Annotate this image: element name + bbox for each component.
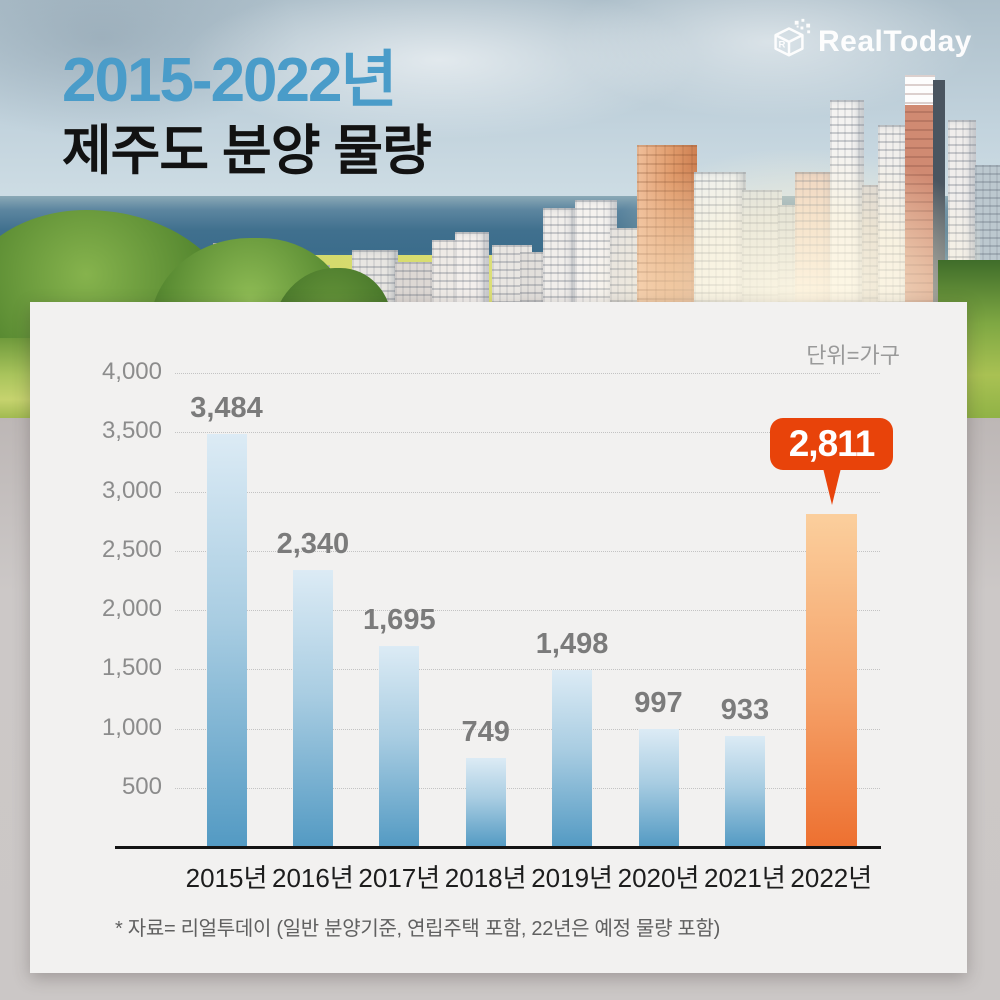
x-axis-line (115, 846, 881, 849)
svg-text:R: R (778, 40, 785, 51)
x-tick-label: 2017년 (358, 863, 441, 893)
x-tick-label: 2018년 (444, 863, 527, 893)
bar-2018년 (465, 758, 506, 847)
bar-2022년 (805, 513, 857, 847)
y-tick-label: 4,000 (101, 358, 162, 385)
y-tick-label: 3,500 (101, 417, 162, 445)
page-title-subject: 제주도 분양 물량 (62, 121, 432, 181)
bar-value-label: 749 (461, 716, 510, 749)
grid-line (175, 432, 880, 434)
unit-label: 단위=가구 (806, 343, 900, 368)
grid-line (175, 728, 880, 730)
bar-2017년 (379, 646, 420, 847)
y-tick-label: 2,500 (101, 535, 162, 563)
grid-line (175, 610, 880, 611)
y-tick-label: 1,500 (101, 654, 162, 682)
highlight-badge-pointer (823, 468, 841, 505)
page-title-years: 2015-2022년 (62, 46, 398, 115)
x-tick-label: 2016년 (272, 863, 354, 893)
header-titles: 2015-2022년 제주도 분양 물량 (62, 46, 432, 182)
y-tick-label: 1,000 (101, 713, 162, 741)
bar-2020년 (638, 728, 679, 847)
bar-2016년 (292, 569, 333, 847)
bar-value-label: 2,340 (276, 527, 350, 560)
bar-value-label: 1,695 (363, 604, 436, 637)
cube-logo-icon: R (766, 16, 812, 67)
grid-line (175, 787, 880, 789)
grid-line (175, 491, 880, 493)
bar-2019년 (552, 669, 593, 847)
bar-value-label: 933 (720, 694, 770, 727)
y-tick-label: 2,000 (101, 595, 162, 622)
grid-line (175, 550, 880, 552)
x-tick-label: 2015년 (185, 863, 268, 893)
logo-wordmark: RealToday (818, 24, 972, 58)
bar-2015년 (206, 434, 247, 847)
grid-line (175, 373, 880, 374)
bar-value-label: 3,484 (190, 392, 263, 425)
highlight-badge: 2,811 (770, 418, 893, 470)
bar-value-label: 997 (634, 686, 683, 719)
bar-chart-plot: 3,484 2,340 1,695 749 1,498 997 933 (175, 373, 880, 847)
x-tick-label: 2020년 (617, 863, 700, 893)
chart-card: 단위=가구 3,484 2,340 1,695 749 1,498 997 933 4,00… (30, 302, 967, 973)
y-tick-label: 500 (121, 772, 162, 800)
realtoday-logo: R RealToday (766, 16, 972, 67)
bar-2021년 (724, 736, 765, 847)
source-footnote: * 자료= 리얼투데이 (일반 분양기준, 연립주택 포함, 22년은 예정 물… (115, 918, 721, 940)
bar-value-label: 1,498 (535, 627, 609, 660)
x-tick-label: 2019년 (531, 863, 613, 893)
grid-line (175, 669, 880, 671)
x-tick-label: 2021년 (704, 863, 786, 893)
x-tick-label: 2022년 (790, 863, 873, 893)
y-tick-label: 3,000 (101, 476, 162, 504)
